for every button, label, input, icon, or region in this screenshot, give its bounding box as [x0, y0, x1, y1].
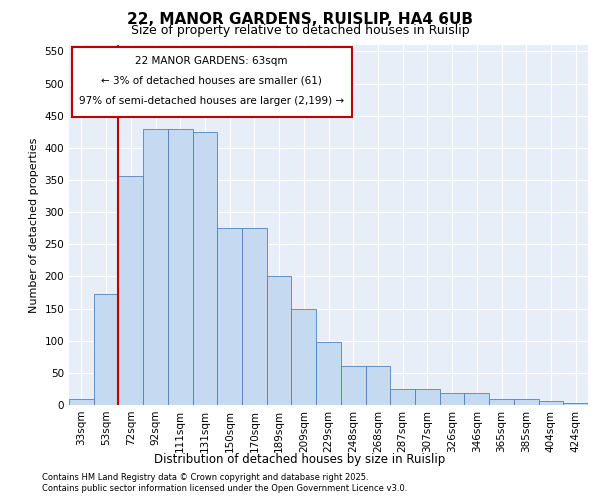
Bar: [94, 294, 118, 405]
Bar: [390, 389, 415, 405]
Bar: [193, 132, 217, 405]
Text: 22 MANOR GARDENS: 63sqm: 22 MANOR GARDENS: 63sqm: [136, 56, 288, 66]
Bar: [539, 401, 563, 405]
Bar: [440, 393, 464, 405]
Bar: [242, 228, 267, 405]
Text: Size of property relative to detached houses in Ruislip: Size of property relative to detached ho…: [131, 24, 469, 37]
Bar: [514, 398, 539, 405]
Bar: [217, 228, 242, 405]
Bar: [489, 398, 514, 405]
Bar: [316, 342, 341, 405]
Bar: [168, 128, 193, 405]
Bar: [292, 308, 316, 405]
Text: 22, MANOR GARDENS, RUISLIP, HA4 6UB: 22, MANOR GARDENS, RUISLIP, HA4 6UB: [127, 12, 473, 28]
Y-axis label: Number of detached properties: Number of detached properties: [29, 138, 39, 312]
Bar: [118, 176, 143, 405]
Bar: [415, 389, 440, 405]
Text: 97% of semi-detached houses are larger (2,199) →: 97% of semi-detached houses are larger (…: [79, 96, 344, 106]
Bar: [69, 398, 94, 405]
Bar: [143, 128, 168, 405]
Text: Contains public sector information licensed under the Open Government Licence v3: Contains public sector information licen…: [42, 484, 407, 493]
Bar: [563, 403, 588, 405]
Text: Distribution of detached houses by size in Ruislip: Distribution of detached houses by size …: [154, 452, 446, 466]
Bar: [341, 366, 365, 405]
Bar: [267, 276, 292, 405]
FancyBboxPatch shape: [71, 47, 352, 117]
Text: ← 3% of detached houses are smaller (61): ← 3% of detached houses are smaller (61): [101, 76, 322, 86]
Bar: [365, 366, 390, 405]
Text: Contains HM Land Registry data © Crown copyright and database right 2025.: Contains HM Land Registry data © Crown c…: [42, 472, 368, 482]
Bar: [464, 393, 489, 405]
